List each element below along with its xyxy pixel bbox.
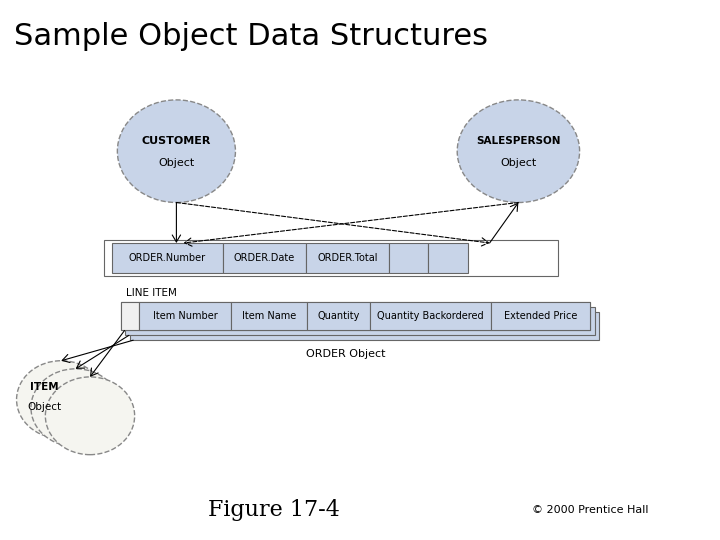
Text: CUSTOMER: CUSTOMER (142, 137, 211, 146)
FancyArrowPatch shape (490, 204, 518, 243)
FancyArrowPatch shape (62, 340, 133, 362)
Bar (370, 302, 491, 330)
FancyArrowPatch shape (172, 202, 181, 242)
Text: Sample Object Data Structures: Sample Object Data Structures (14, 22, 488, 51)
Ellipse shape (117, 100, 235, 202)
Text: ORDER.Number: ORDER.Number (129, 253, 206, 263)
Bar (121, 302, 139, 330)
Bar (231, 302, 307, 330)
Ellipse shape (31, 369, 120, 447)
FancyArrowPatch shape (91, 330, 125, 376)
Bar (223, 243, 306, 273)
Text: Object: Object (158, 158, 194, 168)
Text: © 2000 Prentice Hall: © 2000 Prentice Hall (532, 505, 649, 515)
Text: Object: Object (500, 158, 536, 168)
Ellipse shape (17, 361, 106, 438)
Text: Quantity Backordered: Quantity Backordered (377, 312, 484, 321)
Text: Item Name: Item Name (242, 312, 296, 321)
Text: ITEM: ITEM (30, 382, 59, 392)
Text: Quantity: Quantity (318, 312, 359, 321)
Bar (491, 302, 590, 330)
FancyArrowPatch shape (76, 335, 129, 368)
Text: Item Number: Item Number (153, 312, 217, 321)
Text: ORDER.Total: ORDER.Total (317, 253, 378, 263)
Bar (125, 307, 595, 335)
Bar (389, 243, 428, 273)
Text: SALESPERSON: SALESPERSON (476, 137, 561, 146)
Ellipse shape (45, 377, 135, 455)
Bar (139, 302, 231, 330)
Bar (307, 302, 370, 330)
Text: ORDER.Date: ORDER.Date (234, 253, 295, 263)
Bar (121, 302, 590, 330)
Text: ORDER Object: ORDER Object (306, 349, 385, 359)
Bar (306, 243, 389, 273)
Text: Figure 17-4: Figure 17-4 (207, 500, 340, 521)
Bar (428, 243, 468, 273)
FancyArrowPatch shape (176, 202, 489, 246)
Text: Object: Object (27, 402, 62, 411)
Text: Extended Price: Extended Price (504, 312, 577, 321)
FancyArrowPatch shape (184, 202, 518, 246)
Text: LINE ITEM: LINE ITEM (126, 288, 177, 298)
Bar (130, 312, 599, 340)
Bar (104, 240, 558, 276)
Bar (112, 243, 223, 273)
Ellipse shape (457, 100, 580, 202)
